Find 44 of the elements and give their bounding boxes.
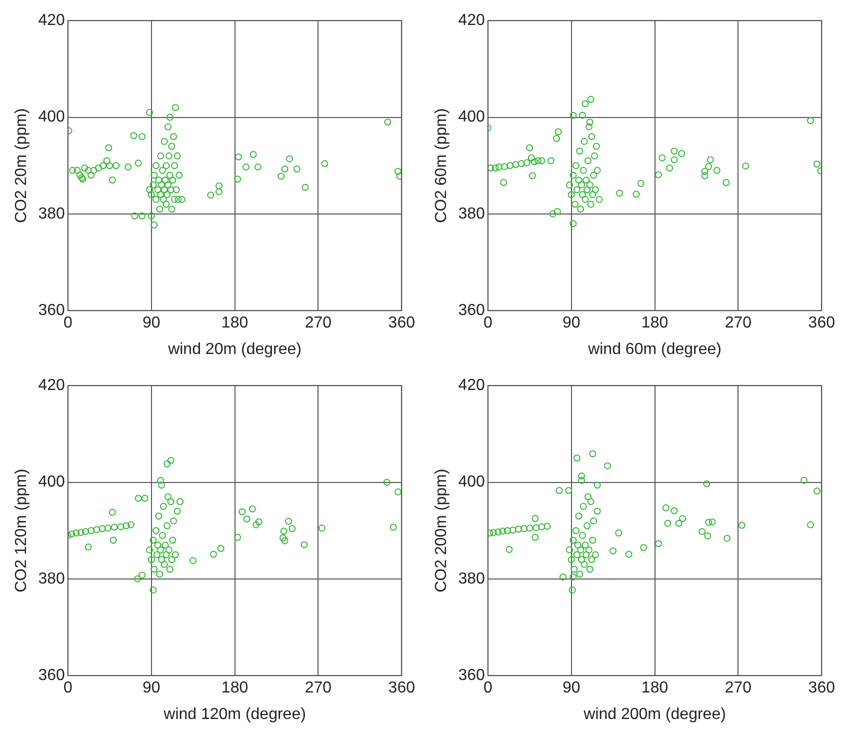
y-tick-label: 400 — [38, 108, 65, 126]
x-axis-title: wind 20m (degree) — [167, 340, 302, 358]
x-tick-label: 90 — [142, 680, 160, 697]
x-tick-label: 270 — [724, 680, 752, 697]
y-tick-label: 360 — [458, 302, 485, 320]
x-tick-label: 270 — [724, 314, 752, 332]
y-axis-title: CO2 20m (ppm) — [13, 108, 30, 223]
x-tick-label: 180 — [221, 680, 248, 697]
x-tick-label: 0 — [63, 680, 72, 697]
x-tick-label: 180 — [641, 314, 668, 332]
y-tick-label: 400 — [458, 108, 485, 126]
x-tick-label: 0 — [483, 680, 492, 697]
y-tick-label: 360 — [38, 302, 65, 320]
x-tick-label: 360 — [808, 314, 836, 332]
y-axis-title: CO2 200m (ppm) — [433, 468, 450, 592]
y-tick-label: 420 — [458, 12, 485, 30]
x-axis-title: wind 60m (degree) — [587, 340, 722, 358]
x-tick-label: 90 — [142, 314, 160, 332]
x-tick-label: 360 — [388, 680, 416, 697]
y-tick-label: 400 — [38, 474, 65, 491]
y-axis-title: CO2 60m (ppm) — [433, 108, 450, 223]
x-tick-label: 180 — [641, 680, 668, 697]
y-tick-label: 380 — [458, 570, 485, 588]
y-tick-label: 420 — [38, 12, 65, 30]
y-axis-title: CO2 120m (ppm) — [13, 468, 30, 592]
y-tick-label: 380 — [38, 205, 65, 222]
x-axis-title: wind 120m (degree) — [162, 706, 306, 723]
y-tick-label: 360 — [458, 667, 485, 684]
x-tick-label: 180 — [221, 314, 248, 332]
x-tick-label: 270 — [304, 680, 332, 697]
x-axis-title: wind 200m (degree) — [582, 706, 726, 723]
y-tick-label: 380 — [458, 205, 485, 222]
x-tick-label: 270 — [304, 314, 332, 332]
y-tick-label: 380 — [38, 570, 65, 588]
y-tick-label: 420 — [38, 377, 65, 394]
y-tick-label: 420 — [458, 377, 485, 394]
y-tick-label: 360 — [38, 667, 65, 684]
x-tick-label: 0 — [63, 314, 72, 332]
y-tick-label: 400 — [458, 474, 485, 491]
x-tick-label: 90 — [562, 680, 580, 697]
x-tick-label: 360 — [808, 680, 836, 697]
x-tick-label: 360 — [388, 314, 416, 332]
x-tick-label: 90 — [562, 314, 580, 332]
x-tick-label: 0 — [483, 314, 492, 332]
